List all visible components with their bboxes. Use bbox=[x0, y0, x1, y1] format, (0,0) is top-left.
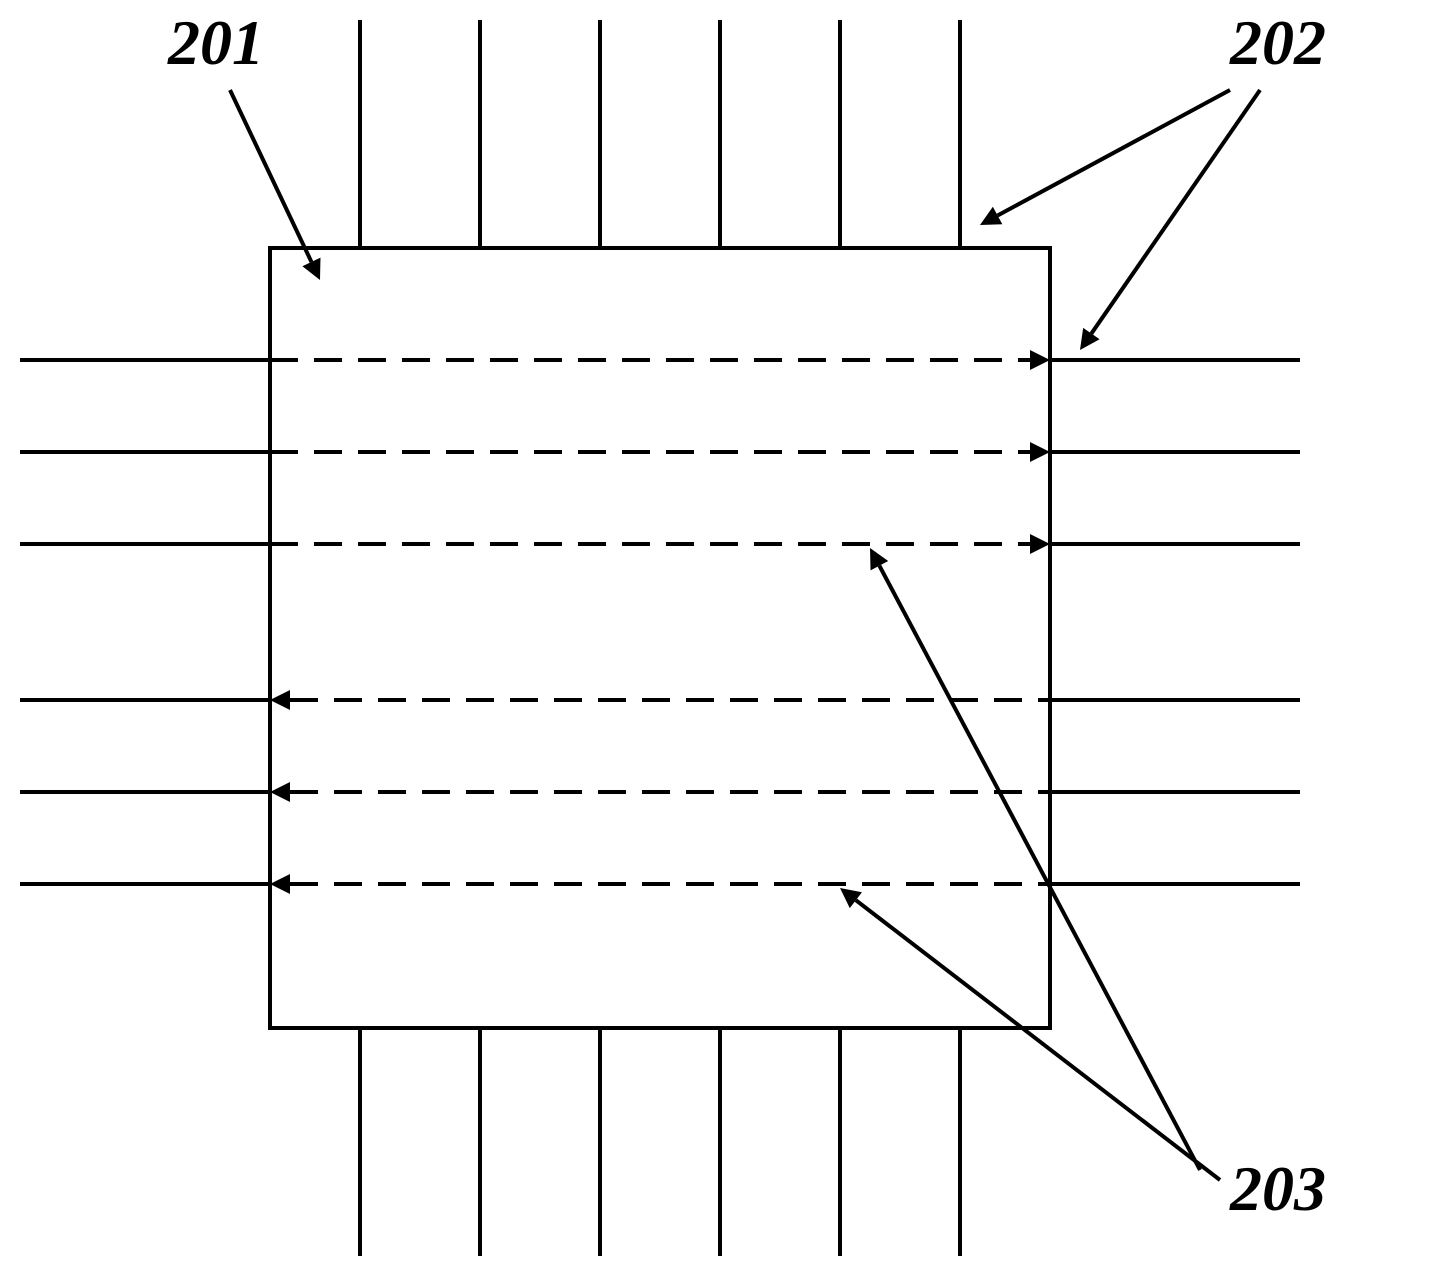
component-box-201 bbox=[270, 248, 1050, 1028]
leader-203 bbox=[856, 900, 1220, 1180]
leader-202 bbox=[1091, 90, 1260, 334]
leader-202 bbox=[998, 90, 1230, 215]
leader-201 bbox=[230, 90, 311, 262]
label-203: 203 bbox=[1229, 1153, 1326, 1224]
label-201: 201 bbox=[167, 7, 264, 78]
label-202: 202 bbox=[1229, 7, 1326, 78]
leader-203 bbox=[879, 566, 1200, 1170]
